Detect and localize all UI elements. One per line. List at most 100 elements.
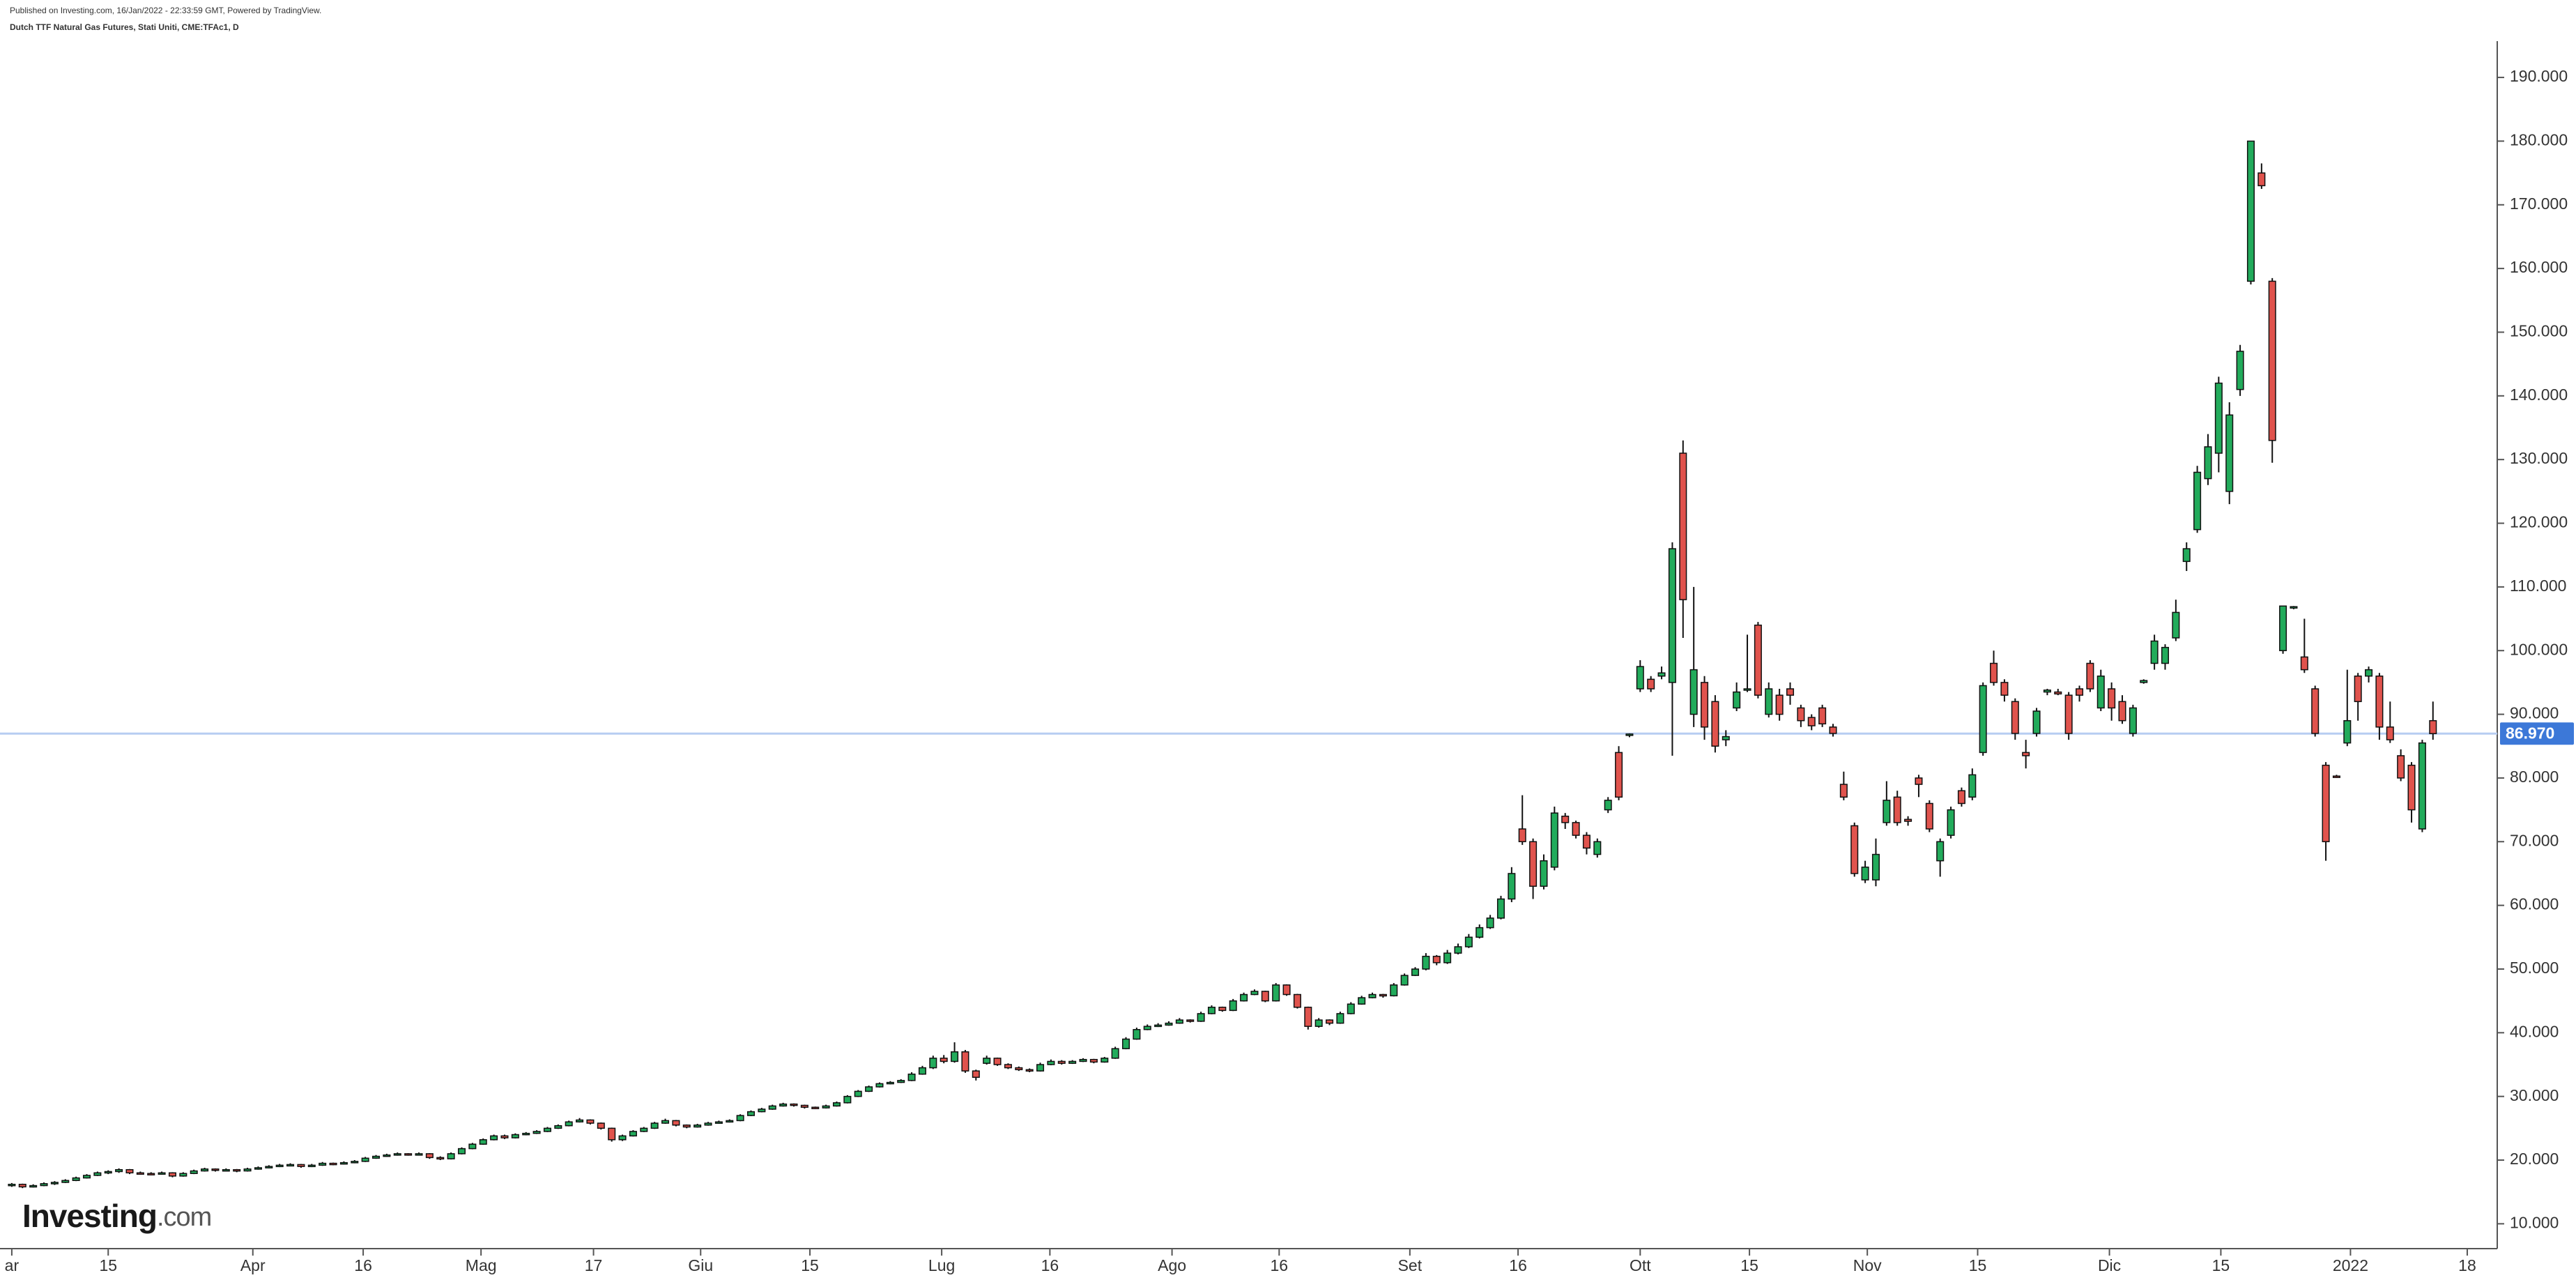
candle-body <box>1175 1019 1183 1024</box>
x-tick-label: 15 <box>1969 1256 1987 1274</box>
y-tick-label: 130.000 <box>2510 449 2568 467</box>
candle-body <box>50 1182 59 1184</box>
candle-body <box>1250 991 1259 996</box>
candle-body <box>800 1104 808 1108</box>
candle-body <box>1454 946 1462 954</box>
candle-body <box>1936 841 1945 862</box>
candle-body <box>532 1131 541 1134</box>
candle-body <box>1443 952 1452 963</box>
candle-body <box>147 1173 155 1175</box>
candle-body <box>1004 1064 1012 1069</box>
candle-body <box>714 1121 723 1124</box>
x-tick-label: 18 <box>2458 1256 2476 1274</box>
candle-body <box>2129 707 2137 734</box>
candle-body <box>576 1119 584 1122</box>
candle-body <box>2172 611 2180 639</box>
candle-body <box>29 1184 38 1188</box>
candle-body <box>2225 414 2234 492</box>
x-tick-label: Lug <box>928 1256 955 1274</box>
candle-body <box>2032 710 2041 734</box>
y-tick-label: 150.000 <box>2510 322 2568 340</box>
candle-body <box>1765 688 1773 715</box>
candle-body <box>2332 775 2340 778</box>
candle-body <box>1893 796 1901 823</box>
candle-body <box>1358 997 1366 1005</box>
logo-name: Investing <box>22 1198 157 1234</box>
x-tick-label: 16 <box>1509 1256 1527 1274</box>
candle-body <box>2086 662 2094 689</box>
candle-body <box>1529 841 1538 887</box>
candle-body <box>1186 1019 1195 1022</box>
candle-body <box>125 1168 134 1174</box>
x-tick-label: 17 <box>585 1256 603 1274</box>
candle-body <box>104 1171 112 1174</box>
candle-body <box>265 1166 273 1168</box>
candle-body <box>875 1083 884 1088</box>
candle-body <box>1464 936 1473 947</box>
x-tick-label: Ott <box>1630 1256 1651 1274</box>
candle-body <box>329 1162 337 1166</box>
candle-body <box>2064 694 2073 734</box>
candle-body <box>1293 993 1301 1008</box>
candle-body <box>1218 1007 1227 1012</box>
candle-body <box>1701 682 1709 728</box>
candle-body <box>1508 873 1516 900</box>
candle-body <box>457 1148 466 1155</box>
candle-body <box>736 1115 744 1122</box>
candle-body <box>1689 669 1698 715</box>
candle-body <box>436 1157 445 1160</box>
candle-body <box>1647 678 1655 689</box>
candle-body <box>1121 1038 1130 1049</box>
y-tick-label: 40.000 <box>2510 1022 2559 1040</box>
candle-body <box>61 1180 70 1183</box>
candle-body <box>2118 701 2126 722</box>
candle-body <box>233 1168 241 1172</box>
candle-body <box>8 1183 16 1187</box>
x-tick-label: 15 <box>2212 1256 2230 1274</box>
x-tick-label: 16 <box>1041 1256 1059 1274</box>
candle-body <box>854 1090 862 1097</box>
candle-body <box>404 1153 413 1156</box>
x-tick-label: ar <box>5 1256 20 1274</box>
candle-body <box>136 1172 144 1175</box>
candle-body <box>82 1175 91 1179</box>
candle-body <box>1261 991 1269 1002</box>
x-tick-label: 16 <box>354 1256 372 1274</box>
candle-body <box>1550 812 1558 868</box>
candle-body <box>1722 736 1730 740</box>
candle-body <box>586 1119 595 1124</box>
candle-body <box>307 1164 316 1168</box>
candle-body <box>201 1168 209 1172</box>
x-tick-label: Mag <box>466 1256 497 1274</box>
candle-body <box>832 1102 841 1107</box>
candle-body <box>1743 688 1751 691</box>
candle-body <box>1379 993 1387 997</box>
candle-body <box>886 1081 894 1085</box>
candle-body <box>1486 917 1494 929</box>
candle-body <box>1915 777 1923 785</box>
candle-body <box>1968 774 1977 798</box>
candle-body <box>1111 1048 1119 1059</box>
candle-body <box>1871 853 1880 881</box>
candle-body <box>2096 676 2105 709</box>
candle-body <box>693 1125 702 1128</box>
candle-body <box>2279 605 2287 651</box>
candle-body <box>1540 860 1548 887</box>
candle-body <box>2290 606 2298 609</box>
candle-body <box>1947 809 1955 836</box>
y-tick-label: 190.000 <box>2510 67 2568 85</box>
candle-body <box>425 1153 434 1159</box>
candle-body <box>1518 828 1526 843</box>
candle-body <box>2268 280 2276 441</box>
candle-body <box>1829 726 1837 734</box>
candle-body <box>254 1167 262 1170</box>
y-tick-label: 70.000 <box>2510 831 2559 849</box>
candle-body <box>1850 825 1859 874</box>
candle-body <box>1133 1029 1141 1040</box>
candle-body <box>929 1058 937 1069</box>
candle-body <box>1207 1007 1216 1014</box>
candle-body <box>1347 1003 1355 1014</box>
candle-body <box>1400 975 1409 986</box>
candle-body <box>1925 802 1933 830</box>
